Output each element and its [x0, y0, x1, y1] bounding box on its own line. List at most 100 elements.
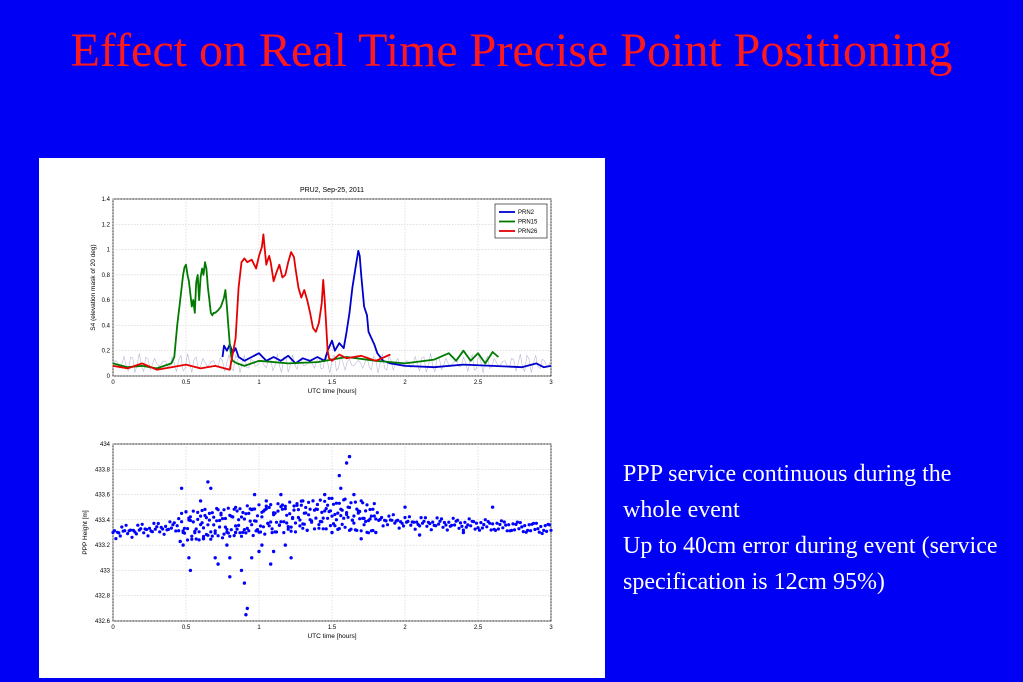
ppp-height-point [196, 510, 200, 514]
ppp-height-point [520, 525, 524, 529]
ppp-height-point [460, 524, 464, 528]
ppp-height-point [241, 510, 245, 515]
ppp-height-point [267, 505, 271, 510]
ppp-height-point [156, 521, 160, 526]
ppp-height-point [282, 520, 286, 524]
ppp-height-point [403, 515, 407, 520]
ppp-height-point [188, 515, 192, 519]
ppp-height-point [123, 529, 127, 533]
ppp-height-outlier [245, 606, 249, 611]
ppp-height-point [200, 508, 204, 513]
ppp-height-point [293, 521, 298, 525]
ppp-height-point [158, 530, 162, 534]
ppp-height-point [352, 514, 356, 518]
ppp-height-point [419, 516, 423, 520]
ppp-height-point [337, 527, 341, 531]
ppp-height-point [222, 532, 226, 536]
ppp-height-outlier [323, 492, 327, 497]
series-line-prn26 [112, 233, 391, 371]
ppp-height-point [298, 524, 302, 528]
ppp-height-point [244, 512, 248, 516]
ppp-height-outlier [344, 461, 349, 465]
ppp-height-point [112, 529, 117, 533]
ppp-height-point [307, 500, 311, 504]
ppp-height-point [321, 516, 325, 520]
ppp-height-point [164, 524, 168, 528]
ppp-height-point [291, 515, 295, 520]
ppp-height-outlier [490, 505, 495, 509]
s4-y-tick-label: 1.2 [102, 222, 111, 228]
ppp-height-point [146, 534, 150, 538]
ppp-height-point [177, 529, 181, 533]
ppp-height-outlier [352, 492, 356, 497]
ppp-height-point [288, 512, 292, 516]
ppp-height-point [334, 501, 338, 505]
ppp-grid [112, 443, 552, 622]
ppp-height-point [467, 517, 471, 521]
ppp-height-point [368, 517, 372, 521]
ppp-height-outlier [257, 549, 261, 554]
ppp-height-point [209, 530, 213, 534]
ppp-height-point [162, 532, 166, 536]
ppp-height-point [343, 497, 347, 501]
ppp-height-outlier [206, 480, 210, 484]
ppp-height-point [209, 537, 213, 541]
ppp-height-point [199, 514, 203, 518]
ppp-height-point [337, 501, 341, 505]
s4-x-axis-label: UTC time [hours] [307, 388, 356, 395]
ppp-height-point [210, 511, 214, 515]
ppp-height-point [139, 527, 143, 531]
s4-y-axis-label: S4 (elevation mask of 20 deg) [90, 244, 97, 330]
ppp-y-tick-label: 433.8 [95, 467, 111, 473]
ppp-height-outlier [213, 556, 217, 560]
ppp-height-point [248, 519, 252, 523]
s4-legend: PRN2 PRN15 PRN26 [494, 203, 548, 239]
ppp-height-point [537, 530, 541, 534]
ppp-height-point [235, 509, 239, 513]
ppp-height-point [194, 527, 198, 531]
s4-x-tick-label: 0.5 [182, 380, 191, 386]
ppp-x-tick-label: 0.5 [182, 625, 191, 631]
ppp-height-point [504, 523, 508, 527]
ppp-height-outlier [188, 568, 193, 573]
ppp-height-point [451, 516, 455, 520]
ppp-height-point [244, 531, 248, 535]
ppp-y-tick-label: 433.4 [95, 518, 111, 524]
ppp-height-point [518, 521, 522, 525]
ppp-height-point [315, 507, 319, 511]
s4-ticks: 0 0.5 1 1.5 2 2.5 3 0 0.2 0.4 0.6 0.8 1 1.2 1.4 [102, 197, 554, 386]
ppp-height-point [320, 510, 324, 514]
ppp-height-point [364, 519, 368, 524]
ppp-height-point [206, 533, 210, 537]
ppp-y-tick-label: 432.6 [95, 619, 111, 625]
ppp-height-point [510, 528, 514, 532]
ppp-height-point [273, 511, 277, 515]
ppp-height-point [267, 524, 271, 528]
ppp-height-point [228, 534, 232, 538]
ppp-height-point [269, 520, 273, 524]
ppp-height-point [260, 515, 264, 519]
ppp-height-point [349, 501, 353, 505]
ppp-height-point [239, 534, 244, 538]
ppp-height-point [321, 527, 325, 531]
s4-x-tick-label: 3 [549, 380, 553, 386]
ppp-height-point [254, 519, 258, 523]
ppp-height-point [190, 534, 194, 538]
ppp-height-point [458, 521, 463, 525]
ppp-height-point [188, 518, 192, 523]
ppp-height-point [276, 509, 280, 513]
ppp-height-point [299, 503, 303, 507]
ppp-height-point [292, 504, 296, 508]
ppp-height-point [456, 518, 460, 522]
ppp-height-point [314, 516, 318, 520]
ppp-height-point [369, 514, 373, 518]
ppp-height-point [372, 502, 376, 506]
ppp-height-point [437, 522, 441, 526]
ppp-height-outlier [252, 492, 257, 497]
ppp-height-point [327, 496, 331, 500]
ppp-height-point [472, 520, 476, 524]
series-line-prn15 [112, 261, 499, 370]
ppp-height-outlier [233, 530, 238, 535]
ppp-height-outlier [403, 505, 407, 509]
ppp-height-point [523, 524, 527, 528]
